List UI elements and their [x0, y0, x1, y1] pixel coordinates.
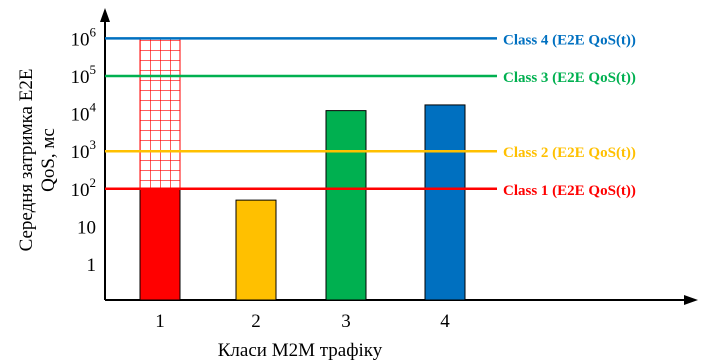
y-axis-arrow	[100, 8, 110, 22]
y-tick-label: 106	[71, 24, 97, 50]
bar-class-3	[325, 110, 367, 301]
y-axis-label-line-2: QoS, мс	[38, 128, 59, 192]
threshold-label-4: Class 1 (E2E QoS(t))	[503, 183, 636, 199]
bars-layer	[139, 104, 466, 301]
y-tick-label: 102	[71, 175, 97, 201]
bar-class-2	[235, 199, 277, 301]
y-axis-label-line-1: Середня затримка E2E	[16, 69, 37, 252]
y-tick-label: 10	[77, 217, 96, 238]
y-tick-label: 103	[71, 137, 97, 163]
x-tick-label: 1	[155, 311, 165, 332]
bar-class-1	[139, 188, 181, 301]
hatched-bar-segment	[139, 37, 181, 190]
y-tick-label: 1	[87, 255, 97, 276]
x-tick-labels: 1 2 3 4	[155, 311, 450, 332]
x-axis-label: Класи M2M трафіку	[218, 340, 383, 361]
threshold-label-3: Class 2 (E2E QoS(t))	[503, 145, 636, 161]
y-axis-label: Середня затримка E2E QoS, мс	[16, 69, 59, 252]
x-tick-label: 3	[341, 311, 351, 332]
y-tick-labels: 1 10 102 103 104 105 106	[71, 24, 97, 276]
threshold-label-2: Class 3 (E2E QoS(t))	[503, 70, 636, 86]
x-tick-label: 2	[251, 311, 261, 332]
x-axis-arrow	[684, 295, 698, 305]
hatch-layer	[139, 37, 181, 190]
threshold-lines-layer: Class 4 (E2E QoS(t)) Class 3 (E2E QoS(t))…	[105, 32, 636, 199]
y-tick-label: 105	[71, 62, 97, 88]
x-tick-label: 4	[440, 311, 450, 332]
y-tick-label: 104	[71, 100, 97, 126]
bar-class-4	[424, 104, 466, 301]
threshold-label-1: Class 4 (E2E QoS(t))	[503, 32, 636, 48]
